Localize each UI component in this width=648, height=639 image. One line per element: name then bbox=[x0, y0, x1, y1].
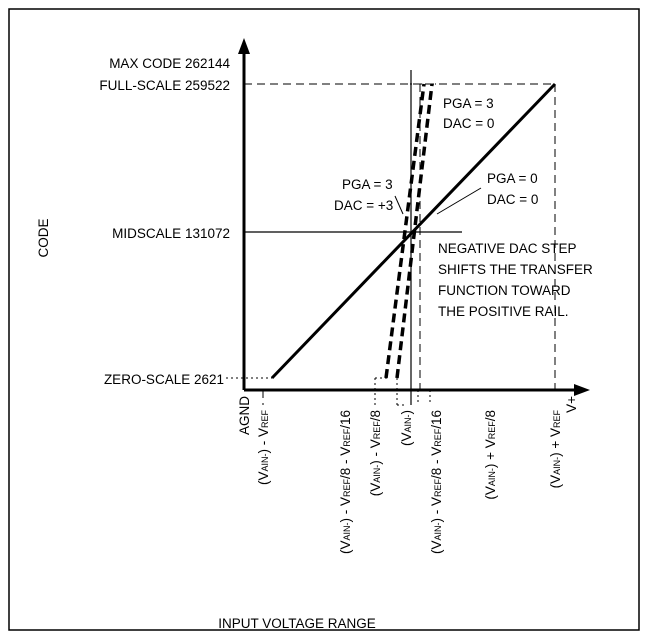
zero-scale-label: ZERO-SCALE 2621 bbox=[104, 372, 224, 387]
pga0-dac0-line2: DAC = 0 bbox=[487, 192, 538, 207]
note-line3: FUNCTION TOWARD bbox=[438, 283, 571, 298]
y-axis-arrow bbox=[238, 38, 250, 54]
full-scale-label: FULL-SCALE 259522 bbox=[99, 78, 230, 93]
tick-vain: (VAIN-) bbox=[399, 410, 414, 446]
pga3-dac3-line1: PGA = 3 bbox=[342, 177, 393, 192]
transfer-pga3-dac3 bbox=[384, 83, 426, 379]
x-axis-label: INPUT VOLTAGE RANGE bbox=[218, 616, 376, 631]
max-code-label: MAX CODE 262144 bbox=[109, 56, 230, 71]
tick-vain-minus-vref: (VAIN-) - VREF bbox=[256, 409, 271, 485]
tick-vain-vref8-vref16-right: (VAIN-) - VREF/8 - VREF/16 bbox=[429, 410, 444, 554]
y-axis-label: CODE bbox=[36, 218, 51, 257]
note-line1: NEGATIVE DAC STEP bbox=[438, 241, 577, 256]
agnd-label: AGND bbox=[237, 396, 252, 435]
x-axis-arrow bbox=[574, 384, 590, 396]
tick-vain-plus-vref8: (VAIN-) + VREF/8 bbox=[483, 410, 498, 500]
v-plus-label: V+ bbox=[564, 396, 579, 413]
tick-vain-minus-vref8: (VAIN-) - VREF/8 bbox=[368, 410, 383, 496]
pga0-dac0-line1: PGA = 0 bbox=[487, 171, 538, 186]
midscale-label: MIDSCALE 131072 bbox=[112, 226, 230, 241]
pga3-dac0-line2: DAC = 0 bbox=[443, 116, 494, 131]
note-line2: SHIFTS THE TRANSFER bbox=[438, 262, 593, 277]
tick-vain-minus-vref8-minus-vref16: (VAIN-) - VREF/8 - VREF/16 bbox=[338, 410, 353, 554]
pga3-dac0-line1: PGA = 3 bbox=[443, 96, 494, 111]
pga3-dac3-pointer bbox=[394, 195, 404, 215]
transfer-pga3-dac0 bbox=[395, 83, 434, 379]
reference-lines bbox=[244, 83, 556, 405]
pga0-pointer bbox=[436, 187, 482, 215]
figure-border bbox=[8, 8, 640, 631]
pga3-dac3-line2: DAC = +3 bbox=[334, 198, 393, 213]
tick-vain-plus-vref: (VAIN-) + VREF bbox=[548, 409, 563, 488]
note-line4: THE POSITIVE RAIL. bbox=[438, 304, 569, 319]
